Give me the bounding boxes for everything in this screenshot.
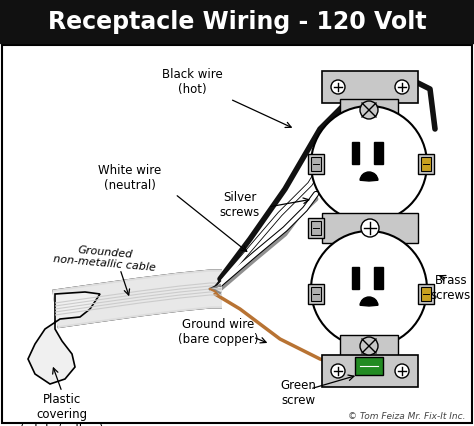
- Wedge shape: [360, 297, 378, 306]
- Circle shape: [361, 219, 379, 237]
- Circle shape: [331, 81, 345, 95]
- Text: Receptacle Wiring - 120 Volt: Receptacle Wiring - 120 Volt: [48, 10, 426, 34]
- Text: © Tom Feiza Mr. Fix-It Inc.: © Tom Feiza Mr. Fix-It Inc.: [348, 411, 466, 420]
- Bar: [340, 100, 398, 122]
- Bar: [322, 213, 418, 243]
- Bar: [311, 158, 321, 172]
- Bar: [340, 335, 398, 357]
- Bar: [355, 357, 383, 375]
- Bar: [374, 143, 383, 164]
- Bar: [421, 158, 431, 172]
- Bar: [421, 287, 431, 301]
- Text: Grounded
non-metallic cable: Grounded non-metallic cable: [53, 242, 157, 273]
- Circle shape: [360, 102, 378, 120]
- Bar: [311, 287, 321, 301]
- Bar: [322, 72, 418, 104]
- Bar: [418, 284, 434, 304]
- Text: Silver
screws: Silver screws: [220, 190, 260, 219]
- Bar: [311, 222, 321, 236]
- Circle shape: [331, 364, 345, 378]
- Text: Plastic
covering
(white/yellow): Plastic covering (white/yellow): [20, 392, 104, 426]
- Text: White wire
(neutral): White wire (neutral): [99, 164, 162, 192]
- Bar: [308, 219, 324, 239]
- Text: Green
screw: Green screw: [280, 378, 316, 406]
- Bar: [352, 268, 359, 289]
- Bar: [2, 46, 472, 423]
- Circle shape: [395, 81, 409, 95]
- Bar: [374, 268, 383, 289]
- Circle shape: [395, 364, 409, 378]
- Bar: [418, 155, 434, 175]
- Wedge shape: [360, 173, 378, 181]
- Circle shape: [360, 337, 378, 355]
- Text: Black wire
(hot): Black wire (hot): [162, 68, 222, 96]
- Circle shape: [311, 231, 427, 347]
- Bar: [0, 0, 474, 44]
- Polygon shape: [28, 292, 100, 384]
- Bar: [352, 143, 359, 164]
- Text: Brass
screws: Brass screws: [431, 273, 471, 301]
- Bar: [322, 355, 418, 387]
- Bar: [308, 284, 324, 304]
- Bar: [308, 155, 324, 175]
- Circle shape: [311, 107, 427, 222]
- Text: Ground wire
(bare copper): Ground wire (bare copper): [178, 317, 258, 345]
